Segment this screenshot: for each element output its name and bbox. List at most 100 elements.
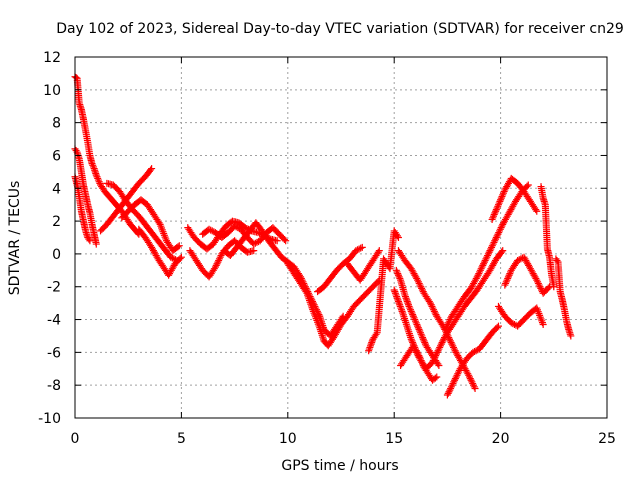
data-point <box>148 165 156 173</box>
data-point <box>85 235 93 243</box>
data-point <box>466 375 474 383</box>
series-sat-i <box>186 237 258 281</box>
data-point <box>408 337 416 345</box>
data-point <box>211 263 219 271</box>
data-point <box>408 309 416 317</box>
data-point <box>506 270 514 278</box>
data-point <box>175 242 183 250</box>
data-point <box>273 237 281 245</box>
axis-ticks <box>74 56 608 419</box>
data-point <box>444 389 452 397</box>
series-sat-d <box>97 165 156 235</box>
data-point <box>419 335 427 343</box>
data-point <box>544 284 552 292</box>
data-point <box>504 273 512 281</box>
data-point <box>394 270 402 278</box>
data-point <box>410 343 418 351</box>
data-point <box>450 345 458 353</box>
series-sat-o <box>390 286 441 384</box>
data-point <box>282 237 290 245</box>
data-point <box>405 302 413 310</box>
data-point <box>465 371 473 379</box>
data-point <box>394 234 402 241</box>
data-point <box>501 281 509 289</box>
series-sat-g <box>135 225 185 279</box>
series-sat-w <box>494 302 547 330</box>
data-point <box>441 325 449 333</box>
data-point <box>407 306 415 314</box>
data-point <box>207 226 215 234</box>
data-point <box>392 266 400 274</box>
data-point <box>355 245 363 253</box>
data-point <box>428 302 436 310</box>
data-point <box>493 204 501 212</box>
data-point <box>452 373 460 381</box>
data-point <box>176 255 184 263</box>
data-point <box>476 268 484 276</box>
data-point <box>414 352 422 360</box>
data-point <box>444 320 452 328</box>
data-point <box>403 297 411 305</box>
data-point <box>404 299 412 307</box>
data-point <box>429 358 437 366</box>
data-point <box>170 255 178 263</box>
data-point <box>241 224 249 232</box>
y-tick-label: 4 <box>52 181 61 197</box>
data-point <box>396 301 404 309</box>
data-point <box>484 250 492 258</box>
data-point <box>492 234 500 241</box>
data-point <box>375 247 383 255</box>
data-point <box>486 247 494 255</box>
data-point <box>464 370 472 378</box>
y-tick-label: 10 <box>43 83 61 99</box>
data-point <box>539 320 547 328</box>
x-axis-title: GPS time / hours <box>281 458 398 474</box>
data-point <box>390 286 398 294</box>
data-point <box>215 255 223 263</box>
data-point <box>534 278 542 286</box>
data-point <box>168 254 176 262</box>
data-point <box>471 384 479 392</box>
data-point <box>374 248 382 256</box>
data-point <box>477 265 485 273</box>
data-point <box>412 347 420 355</box>
data-point <box>450 378 458 386</box>
data-point <box>416 327 424 335</box>
data-point <box>393 294 401 302</box>
data-point <box>215 256 223 264</box>
data-point <box>479 261 487 269</box>
data-point <box>418 284 426 292</box>
data-point <box>436 342 444 350</box>
data-point <box>396 275 404 283</box>
data-point <box>429 304 437 312</box>
tick-labels: 0 5 10 15 20 25 -10 -8 -6 -4 -2 0 2 4 6 8 10 12 <box>38 50 616 447</box>
data-point <box>484 252 492 260</box>
y-tick-label: -10 <box>38 411 61 427</box>
data-point <box>208 227 216 235</box>
data-point <box>535 281 543 289</box>
data-point <box>482 255 490 263</box>
data-point <box>488 215 496 223</box>
data-point <box>447 383 455 391</box>
data-point <box>451 376 459 384</box>
x-tick-label: 15 <box>385 431 403 447</box>
data-point <box>232 223 240 231</box>
data-point <box>497 224 505 232</box>
data-point <box>394 271 402 279</box>
series-sat-b <box>71 145 100 248</box>
data-point <box>426 299 434 307</box>
data-point <box>401 291 409 299</box>
data-point <box>407 335 415 343</box>
data-point <box>532 275 540 283</box>
data-point <box>433 348 441 356</box>
data-point <box>416 281 424 289</box>
data-point <box>455 368 463 376</box>
data-point <box>494 230 502 238</box>
data-point <box>396 302 404 310</box>
data-point <box>490 211 498 219</box>
data-point <box>413 320 421 328</box>
data-point <box>451 347 459 355</box>
data-point <box>493 323 501 331</box>
data-point <box>533 207 541 215</box>
data-point <box>368 339 376 347</box>
